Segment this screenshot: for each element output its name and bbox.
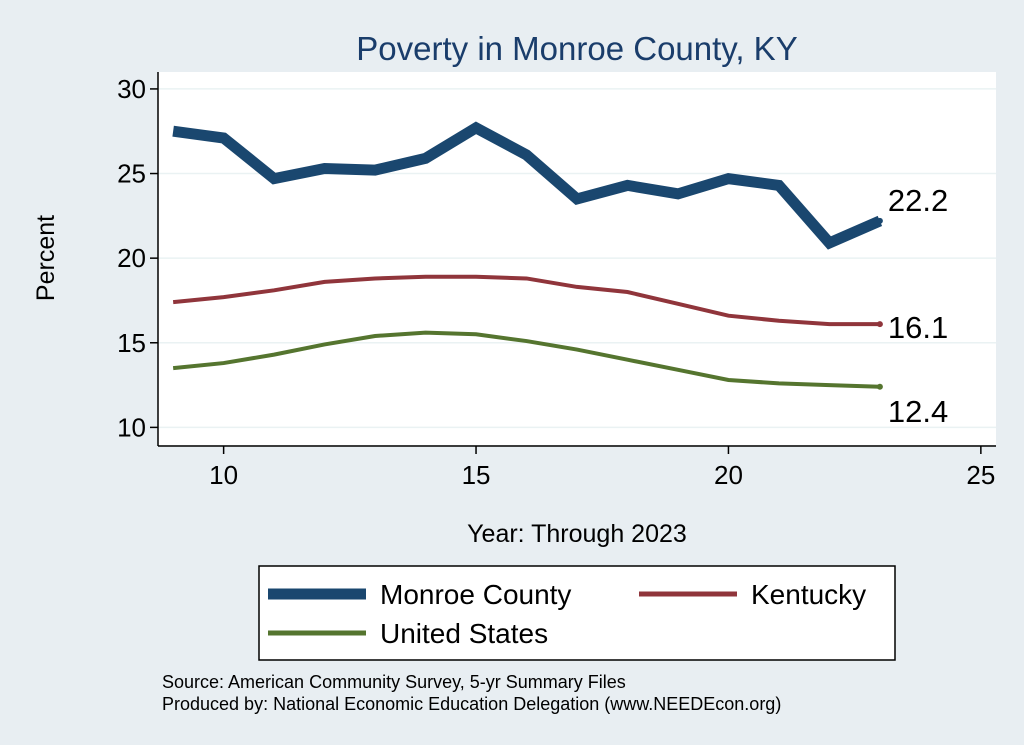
legend-box <box>258 565 896 661</box>
x-axis-ticks: 10 15 20 25 <box>209 446 995 490</box>
end-point-united-states <box>876 383 883 390</box>
series-line-kentucky <box>172 274 880 327</box>
y-tick-label-25: 25 <box>117 159 146 189</box>
y-tick-label-15: 15 <box>117 328 146 358</box>
legend-label-monroe-county: Monroe County <box>380 579 571 610</box>
legend-label-kentucky: Kentucky <box>751 579 866 610</box>
source-note: Source: American Community Survey, 5-yr … <box>162 672 626 692</box>
y-axis-title: Percent <box>32 215 60 301</box>
x-tick-label-10: 10 <box>209 460 238 490</box>
end-label-kentucky: 16.1 <box>888 310 948 345</box>
series-line-monroe-county <box>172 121 883 250</box>
y-tick-label-30: 30 <box>117 74 146 104</box>
legend-label-united-states: United States <box>380 618 548 649</box>
y-tick-label-10: 10 <box>117 412 146 442</box>
legend: Monroe County Kentucky United States <box>258 565 896 661</box>
x-tick-label-25: 25 <box>966 460 995 490</box>
chart-title: Poverty in Monroe County, KY <box>356 30 797 67</box>
end-label-united-states: 12.4 <box>888 394 948 429</box>
end-point-kentucky <box>876 321 883 328</box>
series-lines <box>172 121 883 390</box>
y-tick-label-20: 20 <box>117 243 146 273</box>
y-axis-ticks: 10 15 20 25 30 <box>117 74 158 442</box>
x-axis-title: Year: Through 2023 <box>467 520 687 548</box>
end-point-monroe-county <box>876 217 883 224</box>
produced-by-note: Produced by: National Economic Education… <box>162 694 781 714</box>
end-labels: 22.2 16.1 12.4 <box>888 183 948 429</box>
x-tick-label-15: 15 <box>462 460 491 490</box>
x-tick-label-20: 20 <box>714 460 743 490</box>
series-line-united-states <box>172 330 880 389</box>
end-label-monroe-county: 22.2 <box>888 183 948 218</box>
